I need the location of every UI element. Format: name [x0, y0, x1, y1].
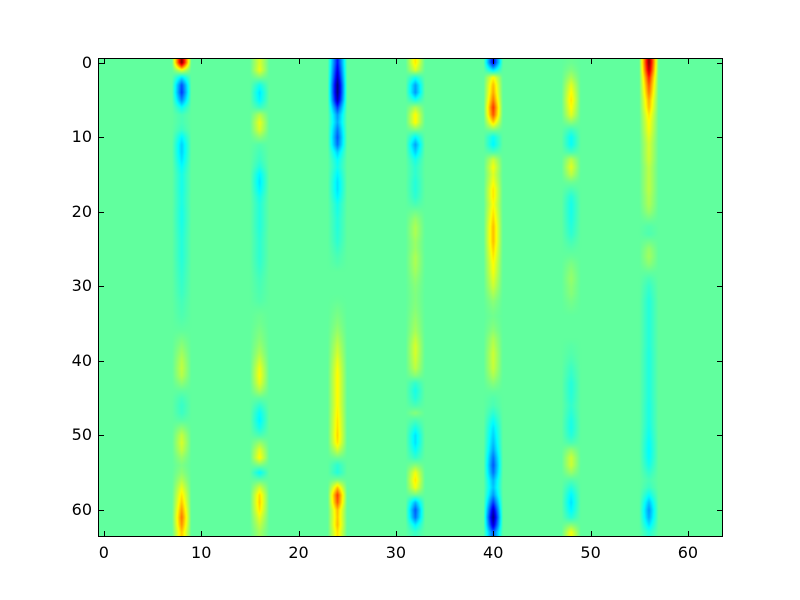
plot-area [98, 58, 723, 537]
y-tick-label: 30 [71, 276, 92, 296]
y-tick-mark [717, 63, 722, 64]
y-tick-mark [717, 435, 722, 436]
y-tick-mark [99, 286, 104, 287]
x-tick-mark [396, 59, 397, 64]
x-tick-mark [104, 531, 105, 536]
y-tick-mark [717, 286, 722, 287]
x-tick-mark [591, 531, 592, 536]
x-tick-label: 0 [98, 543, 109, 562]
y-tick-mark [717, 510, 722, 511]
y-tick-label: 40 [71, 350, 92, 370]
x-tick-mark [591, 59, 592, 64]
y-tick-mark [99, 435, 104, 436]
x-tick-mark [493, 59, 494, 64]
x-tick-label: 30 [385, 543, 407, 562]
x-tick-mark [688, 531, 689, 536]
x-tick-label: 10 [191, 543, 212, 562]
y-tick-mark [99, 510, 104, 511]
x-tick-mark [201, 59, 202, 64]
y-tick-label: 10 [71, 127, 92, 147]
y-tick-mark [717, 212, 722, 213]
x-tick-mark [104, 59, 105, 64]
x-tick-label: 40 [483, 543, 504, 562]
x-tick-mark [299, 59, 300, 64]
heatmap-canvas [99, 59, 722, 536]
x-tick-label: 20 [288, 543, 309, 562]
y-tick-mark [99, 63, 104, 64]
y-tick-mark [99, 361, 104, 362]
y-tick-mark [717, 361, 722, 362]
y-tick-mark [717, 137, 722, 138]
x-tick-mark [201, 531, 202, 536]
y-tick-label: 50 [71, 425, 92, 445]
x-tick-mark [299, 531, 300, 536]
x-tick-label: 60 [677, 543, 699, 562]
x-tick-mark [493, 531, 494, 536]
y-tick-label: 0 [81, 52, 92, 72]
x-tick-mark [396, 531, 397, 536]
y-tick-mark [99, 137, 104, 138]
x-tick-mark [688, 59, 689, 64]
y-tick-label: 60 [71, 499, 92, 519]
y-tick-mark [99, 212, 104, 213]
y-tick-label: 20 [71, 201, 92, 221]
x-tick-label: 50 [580, 543, 601, 562]
